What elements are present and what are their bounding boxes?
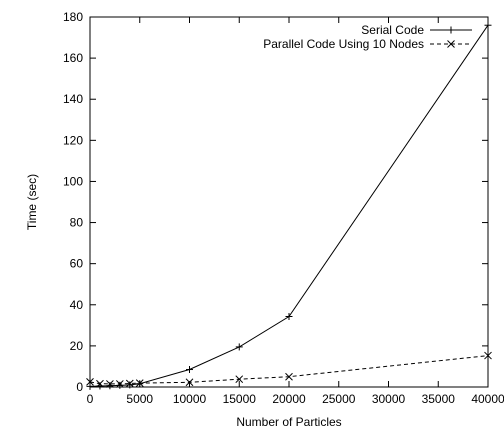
y-tick-label: 100	[63, 174, 83, 188]
x-tick-label: 30000	[372, 392, 406, 406]
y-tick-label: 20	[70, 339, 84, 353]
y-tick-label: 180	[63, 10, 83, 24]
data-point-series-2	[96, 379, 104, 388]
y-axis-title: Time (sec)	[25, 174, 39, 230]
x-tick-label: 0	[87, 392, 94, 406]
series-line-2	[89, 355, 489, 385]
x-tick-label: 25000	[322, 392, 356, 406]
data-point-series-2	[135, 379, 144, 387]
legend-marker-2	[447, 40, 455, 48]
x-tick-label: 15000	[223, 392, 257, 406]
data-point-series-1	[116, 381, 124, 389]
data-point-series-2	[125, 379, 134, 388]
data-point-series-2	[115, 380, 124, 388]
y-tick-label: 160	[63, 51, 83, 65]
ticks: 0 20 40 60 80 100 120 140 160 180 0 5000 10000 15000 2…	[63, 10, 504, 406]
y-tick-label: 0	[76, 380, 83, 394]
x-axis-title: Number of Particles	[236, 415, 341, 429]
x-tick-label: 5000	[126, 392, 153, 406]
y-tick-label: 40	[70, 298, 84, 312]
plot-frame	[89, 16, 489, 388]
series-line-1	[89, 24, 489, 387]
y-tick-label: 60	[70, 257, 84, 271]
legend-marker-1	[447, 26, 455, 34]
data-point-series-1	[285, 312, 293, 320]
series-layer	[86, 21, 492, 390]
x-tick-label: 10000	[173, 392, 207, 406]
y-tick-label: 120	[63, 133, 83, 147]
data-point-series-2	[86, 378, 94, 386]
data-point-series-1	[235, 343, 243, 351]
y-tick-label: 140	[63, 92, 83, 106]
data-point-series-2	[235, 375, 244, 384]
legend-label: Serial Code	[361, 23, 424, 37]
x-tick-label: 35000	[422, 392, 456, 406]
x-tick-label: 20000	[272, 392, 306, 406]
data-point-series-2	[185, 378, 194, 387]
x-tick-label: 40000	[471, 392, 504, 406]
data-point-series-1	[484, 21, 492, 29]
data-point-series-2	[484, 351, 492, 360]
data-point-series-1	[86, 382, 94, 390]
y-tick-label: 80	[70, 216, 84, 230]
data-point-series-2	[106, 380, 114, 388]
data-point-series-1	[186, 366, 193, 374]
legend-label: Parallel Code Using 10 Nodes	[263, 37, 424, 51]
data-point-series-2	[285, 372, 293, 381]
data-point-series-1	[126, 381, 134, 389]
